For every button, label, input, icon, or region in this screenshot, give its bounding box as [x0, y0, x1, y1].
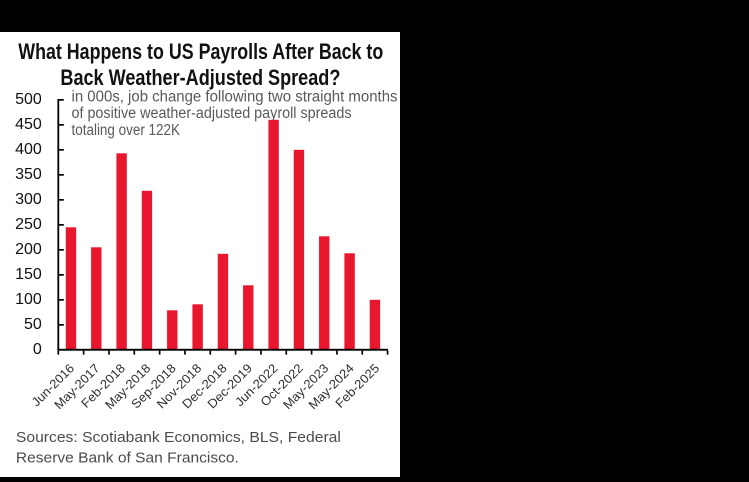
svg-text:450: 450 [15, 116, 42, 133]
svg-text:of positive weather-adjusted p: of positive weather-adjusted payroll spr… [72, 105, 352, 122]
svg-text:Back Weather-Adjusted Spread?: Back Weather-Adjusted Spread? [60, 65, 340, 90]
svg-text:200: 200 [15, 241, 42, 258]
svg-text:0: 0 [33, 341, 42, 358]
svg-text:300: 300 [15, 191, 42, 208]
svg-text:What Happens to US Payrolls Af: What Happens to US Payrolls After Back t… [18, 39, 383, 64]
svg-text:totaling over 122K: totaling over 122K [72, 122, 181, 139]
svg-text:350: 350 [15, 166, 42, 183]
svg-text:Reserve Bank of San Francisco.: Reserve Bank of San Francisco. [16, 449, 239, 466]
svg-text:50: 50 [24, 316, 42, 333]
svg-text:in 000s, job change following: in 000s, job change following two straig… [72, 89, 398, 106]
svg-text:500: 500 [15, 91, 42, 108]
svg-text:Sources: Scotiabank Economics,: Sources: Scotiabank Economics, BLS, Fede… [16, 429, 341, 446]
svg-text:150: 150 [15, 266, 42, 283]
svg-text:250: 250 [15, 216, 42, 233]
svg-text:100: 100 [15, 291, 42, 308]
svg-text:400: 400 [15, 141, 42, 158]
